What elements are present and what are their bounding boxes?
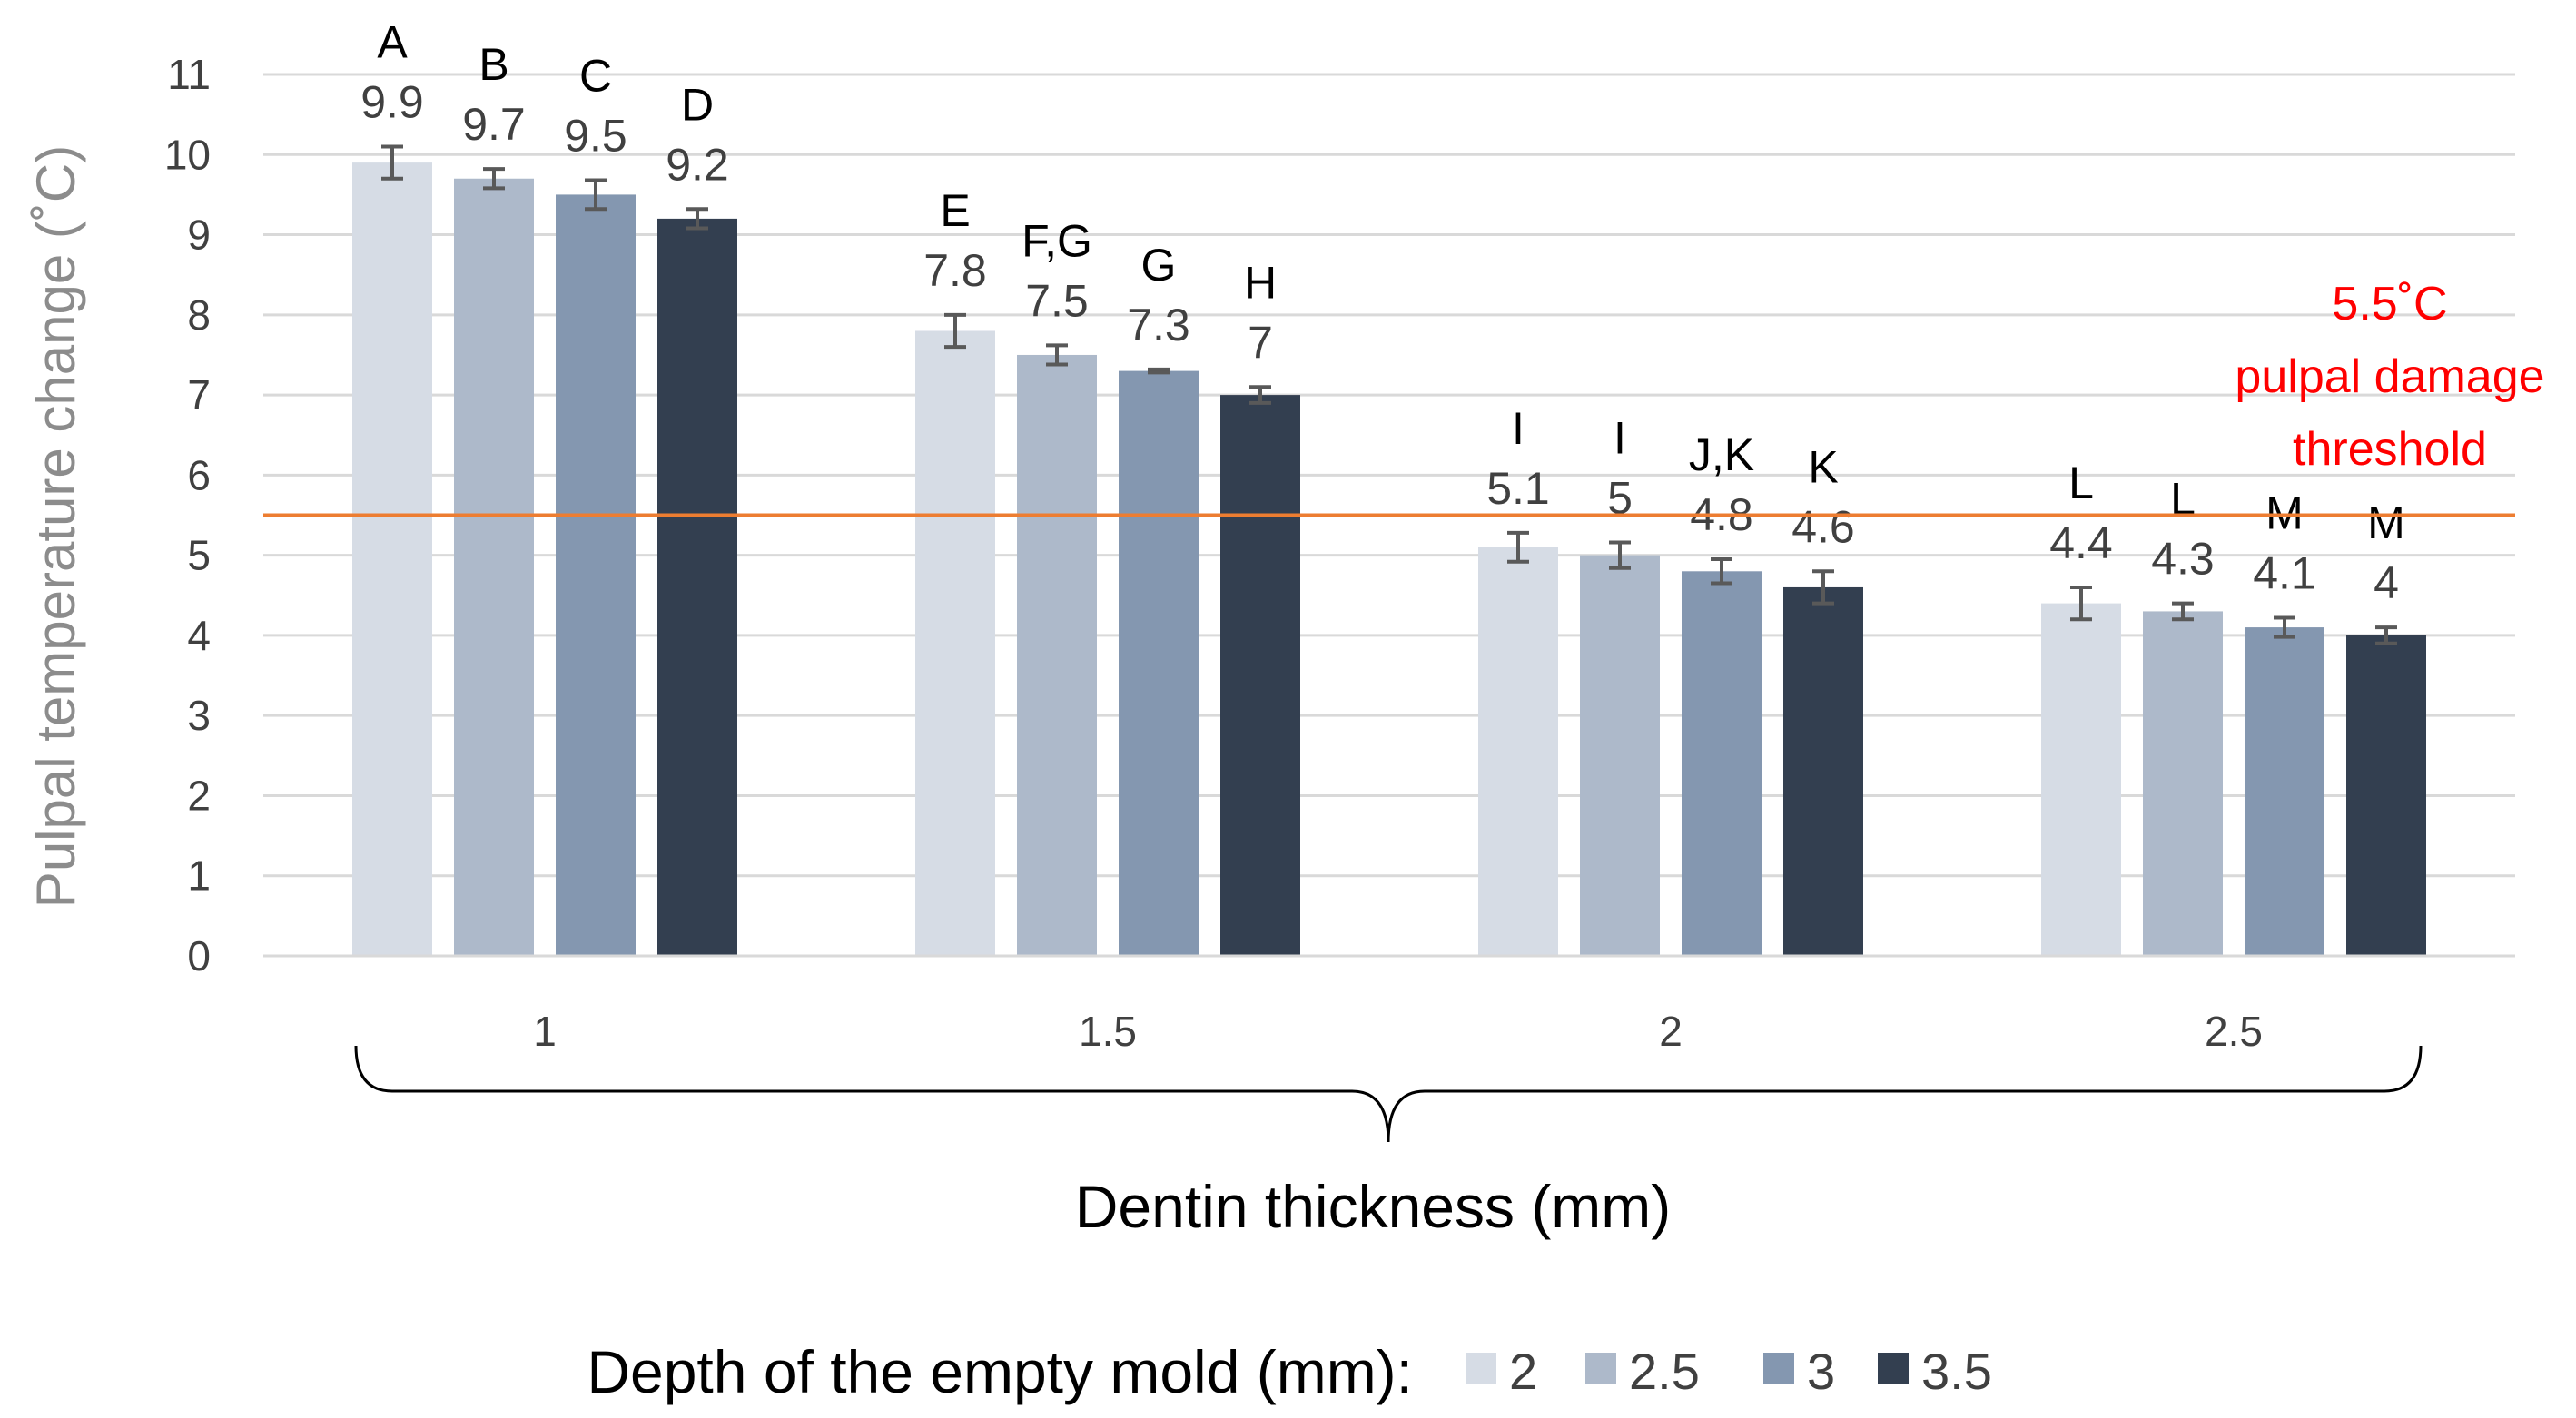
legend-label: 3.5 (1921, 1343, 1992, 1400)
legend-swatch (1585, 1353, 1616, 1384)
x-axis-brace (354, 1045, 2423, 1143)
bar (1682, 571, 1762, 956)
significance-letter: B (479, 39, 508, 90)
significance-letter: I (1614, 413, 1626, 464)
data-label: 9.5 (564, 111, 627, 162)
data-label: 4 (2374, 557, 2399, 608)
bars: 9.9A9.7B9.5C9.2D7.8E7.5F,G7.3G7H5.1I5I4.… (352, 16, 2426, 957)
y-tick-label: 6 (187, 451, 211, 498)
x-tick-label: 1 (533, 1008, 557, 1055)
threshold-label: threshold (2293, 423, 2487, 476)
y-tick-label: 4 (187, 612, 211, 659)
y-tick-label: 2 (187, 772, 211, 819)
significance-letter: A (377, 16, 408, 67)
legend-swatch (1466, 1353, 1496, 1384)
y-tick-label: 0 (187, 932, 211, 980)
y-tick-label: 3 (187, 692, 211, 739)
significance-letter: L (2068, 458, 2094, 508)
data-label: 7 (1248, 317, 1273, 368)
data-label: 7.3 (1127, 300, 1190, 350)
x-tick-label: 2.5 (2205, 1008, 2263, 1055)
bar (2346, 635, 2426, 956)
gridlines (263, 73, 2515, 958)
x-axis-title: Dentin thickness (mm) (1075, 1173, 1672, 1240)
bar (1580, 555, 1660, 956)
bar (2245, 627, 2324, 956)
legend-swatch (1763, 1353, 1794, 1384)
y-tick-label: 9 (187, 212, 211, 259)
significance-letter: F,G (1022, 215, 1092, 266)
bar (454, 178, 534, 957)
legend-label: 2 (1509, 1343, 1537, 1400)
data-label: 4.1 (2253, 547, 2316, 598)
data-label: 9.7 (462, 99, 526, 150)
y-tick-label: 11 (167, 51, 211, 98)
bar (915, 330, 995, 956)
significance-letter: J,K (1689, 429, 1754, 480)
significance-letter: G (1141, 240, 1177, 290)
bar (2143, 611, 2223, 956)
threshold-label: pulpal damage (2235, 350, 2544, 403)
y-tick-label: 10 (164, 131, 211, 178)
data-label: 4.4 (2049, 517, 2113, 568)
threshold-group: 5.5˚C pulpal damage threshold (263, 278, 2545, 517)
y-tick-label: 1 (187, 852, 211, 900)
bar (1478, 547, 1558, 956)
significance-letter: M (2265, 487, 2304, 538)
y-tick-label: 7 (187, 371, 211, 419)
threshold-label: 5.5˚C (2332, 278, 2447, 330)
y-axis-title: Pulpal temperature change (˚C) (25, 145, 86, 908)
significance-letter: K (1808, 441, 1838, 492)
significance-letter: D (681, 79, 714, 130)
bar (1017, 354, 1097, 956)
legend: Depth of the empty mold (mm): 2 2.5 3 3.5 (587, 1338, 1992, 1405)
legend-label: 3 (1807, 1343, 1835, 1400)
x-tick-label: 2 (1659, 1008, 1683, 1055)
significance-letter: I (1512, 403, 1525, 454)
bar (657, 218, 737, 956)
y-axis-ticks: 0 1 2 3 4 5 6 7 8 9 10 11 (164, 51, 211, 980)
bar (1220, 395, 1300, 956)
data-label: 9.9 (360, 76, 424, 127)
y-tick-label: 5 (187, 532, 211, 579)
data-label: 9.2 (666, 139, 729, 190)
bar (556, 194, 636, 957)
significance-letter: H (1244, 257, 1277, 308)
data-label: 7.5 (1025, 275, 1089, 326)
y-tick-label: 8 (187, 291, 211, 339)
bar (2041, 603, 2121, 956)
data-label: 7.8 (923, 245, 987, 296)
data-label: 4.3 (2151, 534, 2215, 585)
x-tick-label: 1.5 (1079, 1008, 1137, 1055)
legend-swatch (1878, 1353, 1909, 1384)
bar (1783, 586, 1863, 956)
significance-letter: C (579, 51, 612, 102)
significance-letter: E (940, 185, 970, 236)
data-label: 4.6 (1791, 501, 1855, 552)
x-axis: 1 1.5 2 2.5 (263, 954, 2515, 1143)
legend-label: 2.5 (1629, 1343, 1700, 1400)
bar (352, 162, 432, 957)
bar (1119, 370, 1199, 956)
significance-letter: M (2367, 497, 2405, 548)
data-label: 5.1 (1486, 463, 1550, 514)
legend-title: Depth of the empty mold (mm): (587, 1338, 1413, 1405)
